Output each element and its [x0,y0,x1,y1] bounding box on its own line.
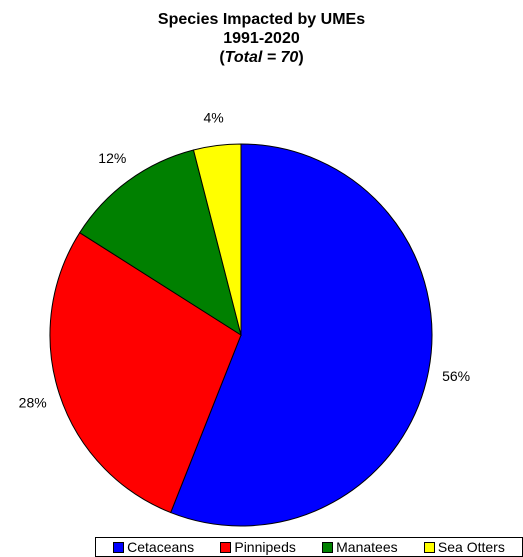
pie-slice-cetaceans [170,143,433,527]
legend-swatch-manatees [322,541,334,553]
pie-label-manatees: 12% [98,150,126,166]
legend-label-cetaceans: Cetaceans [127,539,195,555]
pie-labels: 56% 28% 12% 4% [19,110,470,411]
legend-swatch-pinnipeds [220,541,232,553]
legend-item-pinnipeds: Pinnipeds [220,539,296,555]
pie-label-pinnipeds: 28% [19,395,47,411]
chart-total: Total = 70 [224,49,299,66]
chart-title-line-2: 1991-2020 [223,30,300,47]
pie-slices [49,143,433,527]
chart-title-line-1: Species Impacted by UMEs [157,11,366,28]
legend-swatch-sea-otters [423,541,435,553]
pie-slice-manatees [79,149,242,337]
pie-slice-pinnipeds [49,231,242,514]
legend-item-cetaceans: Cetaceans [113,539,194,555]
legend-item-sea-otters: Sea Otters [423,539,505,555]
legend-label-sea-otters: Sea Otters [437,539,505,555]
legend-item-manatees: Manatees [322,539,398,555]
pie-slice-sea-otters [192,143,242,336]
legend-swatch-cetaceans [113,541,125,553]
chart-title-line-3: (Total = 70) [219,49,304,66]
chart-title: Species Impacted by UMEs 1991-2020 (Tota… [0,10,523,67]
legend-label-pinnipeds: Pinnipeds [234,539,296,555]
pie-label-sea-otters: 4% [203,110,223,126]
legend-label-manatees: Manatees [336,539,398,555]
chart-legend: Cetaceans Pinnipeds Manatees Sea Otters [95,537,523,557]
pie-label-cetaceans: 56% [442,368,470,384]
